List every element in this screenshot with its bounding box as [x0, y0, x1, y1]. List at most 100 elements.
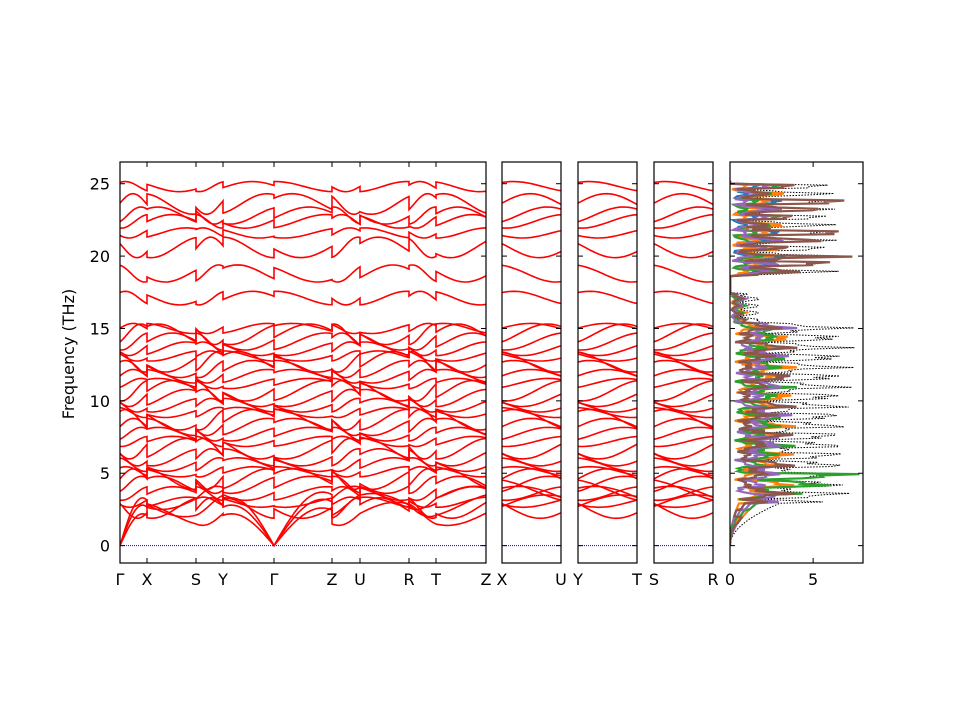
band-line [654, 206, 713, 223]
band-panel-4 [654, 180, 713, 547]
k-point-label: T [430, 570, 441, 589]
dos-x-tick-label: 0 [725, 570, 735, 589]
band-line [578, 401, 637, 413]
band-line [120, 350, 486, 373]
band-line [120, 397, 486, 413]
band-line [654, 180, 713, 192]
band-line [120, 322, 486, 335]
band-line [120, 192, 486, 216]
k-point-label: Z [481, 570, 492, 589]
band-line [502, 229, 561, 239]
band-line [502, 180, 561, 192]
band-line [502, 479, 561, 501]
band-line [654, 502, 713, 520]
band-line [120, 492, 486, 548]
band-line [502, 379, 561, 402]
band-line [654, 499, 713, 509]
band-line [502, 475, 561, 493]
band-line [502, 435, 561, 448]
band-line [578, 393, 637, 408]
k-point-label: T [631, 570, 642, 589]
k-point-label: R [707, 570, 718, 589]
band-panel-1 [120, 180, 486, 548]
band-line [502, 290, 561, 305]
band-line [654, 332, 713, 351]
band-line [578, 406, 637, 419]
band-line [578, 344, 637, 357]
y-tick-label: 10 [90, 392, 110, 411]
band-panel-4-frame [653, 161, 714, 564]
band-line [120, 447, 486, 467]
band-line [120, 180, 486, 193]
band-line [502, 465, 561, 477]
band-line [654, 453, 713, 467]
k-point-label: X [497, 570, 508, 589]
band-panel-2-frame [501, 161, 562, 564]
band-line [502, 322, 561, 330]
k-point-label: U [555, 570, 567, 589]
band-line [578, 485, 637, 499]
y-tick-label: 20 [90, 247, 110, 266]
band-line [578, 229, 637, 239]
band-line [502, 417, 561, 428]
band-line [654, 486, 713, 502]
dos-x-tick-label: 5 [808, 570, 818, 589]
band-panel-3-frame [577, 161, 638, 564]
band-line [502, 502, 561, 520]
band-line [120, 341, 486, 357]
band-line [578, 494, 637, 508]
y-tick-label: 0 [100, 537, 110, 556]
band-line [502, 344, 561, 357]
band-line [120, 485, 486, 548]
band-line [578, 443, 637, 460]
band-line [120, 264, 486, 283]
band-line [120, 426, 486, 442]
band-line [654, 229, 713, 239]
band-line [578, 426, 637, 441]
band-line [654, 192, 713, 206]
band-line [654, 242, 713, 259]
band-line [120, 377, 486, 390]
partial-dos-line-5 [730, 180, 853, 546]
k-point-label: Y [217, 570, 228, 589]
band-line [654, 290, 713, 305]
band-line [120, 496, 486, 509]
band-line [502, 332, 561, 351]
band-line [502, 485, 561, 499]
band-line [578, 264, 637, 283]
dos-panel-frame [729, 161, 864, 564]
band-line [578, 377, 637, 389]
band-line [120, 485, 486, 502]
band-line [502, 192, 561, 206]
band-line [502, 486, 561, 502]
band-line [502, 406, 561, 419]
band-line [654, 475, 713, 493]
k-point-label: Z [327, 570, 338, 589]
band-line [120, 368, 486, 384]
band-line [502, 443, 561, 460]
band-line [120, 388, 486, 408]
band-line [502, 499, 561, 509]
band-line [502, 206, 561, 223]
band-line [502, 377, 561, 389]
y-tick-label: 15 [90, 319, 110, 338]
band-line [654, 494, 713, 508]
y-axis-label: Frequency (THz) [59, 289, 78, 419]
band-line [578, 435, 637, 448]
band-line [654, 353, 713, 362]
band-line [502, 242, 561, 259]
band-line [578, 323, 637, 343]
band-line [120, 379, 486, 402]
band-line [120, 236, 486, 259]
band-line [578, 290, 637, 305]
k-point-label: S [649, 570, 659, 589]
band-line [654, 417, 713, 428]
band-line [578, 353, 637, 362]
k-point-label: R [403, 570, 414, 589]
band-panel-1-frame [119, 161, 487, 564]
band-line [654, 393, 713, 408]
band-line [578, 332, 637, 351]
dos-panel [730, 180, 860, 549]
band-line [654, 465, 713, 477]
dos-layer [730, 180, 860, 549]
